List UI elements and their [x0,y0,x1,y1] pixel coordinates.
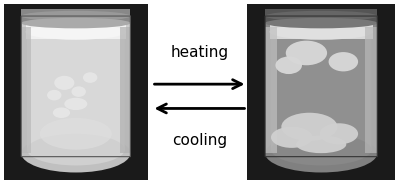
Ellipse shape [265,134,377,172]
FancyBboxPatch shape [265,20,377,157]
Ellipse shape [27,134,124,165]
Ellipse shape [286,41,327,65]
FancyBboxPatch shape [271,32,371,151]
Ellipse shape [320,123,358,144]
Ellipse shape [53,108,70,118]
Bar [270,23,373,39]
Bar [265,9,377,23]
Ellipse shape [281,113,338,141]
Ellipse shape [271,134,371,165]
Ellipse shape [21,11,130,21]
Bar [120,27,130,153]
Bar [365,27,377,153]
Bar [21,27,31,153]
Bar [26,23,126,39]
Ellipse shape [26,24,126,40]
Ellipse shape [329,52,358,71]
Text: heating: heating [170,45,229,60]
Bar [265,27,277,153]
Ellipse shape [21,18,130,28]
Ellipse shape [265,18,377,28]
FancyBboxPatch shape [21,20,130,157]
Ellipse shape [83,72,97,83]
Text: cooling: cooling [172,133,227,148]
Ellipse shape [54,76,74,90]
FancyBboxPatch shape [27,32,124,151]
Ellipse shape [265,11,377,21]
Ellipse shape [40,118,112,150]
Ellipse shape [64,98,87,110]
Ellipse shape [296,136,346,153]
Ellipse shape [271,127,312,148]
Ellipse shape [21,134,130,172]
Ellipse shape [71,86,86,97]
Ellipse shape [275,56,302,74]
Ellipse shape [270,24,373,40]
Ellipse shape [47,90,61,100]
Bar [21,9,130,23]
